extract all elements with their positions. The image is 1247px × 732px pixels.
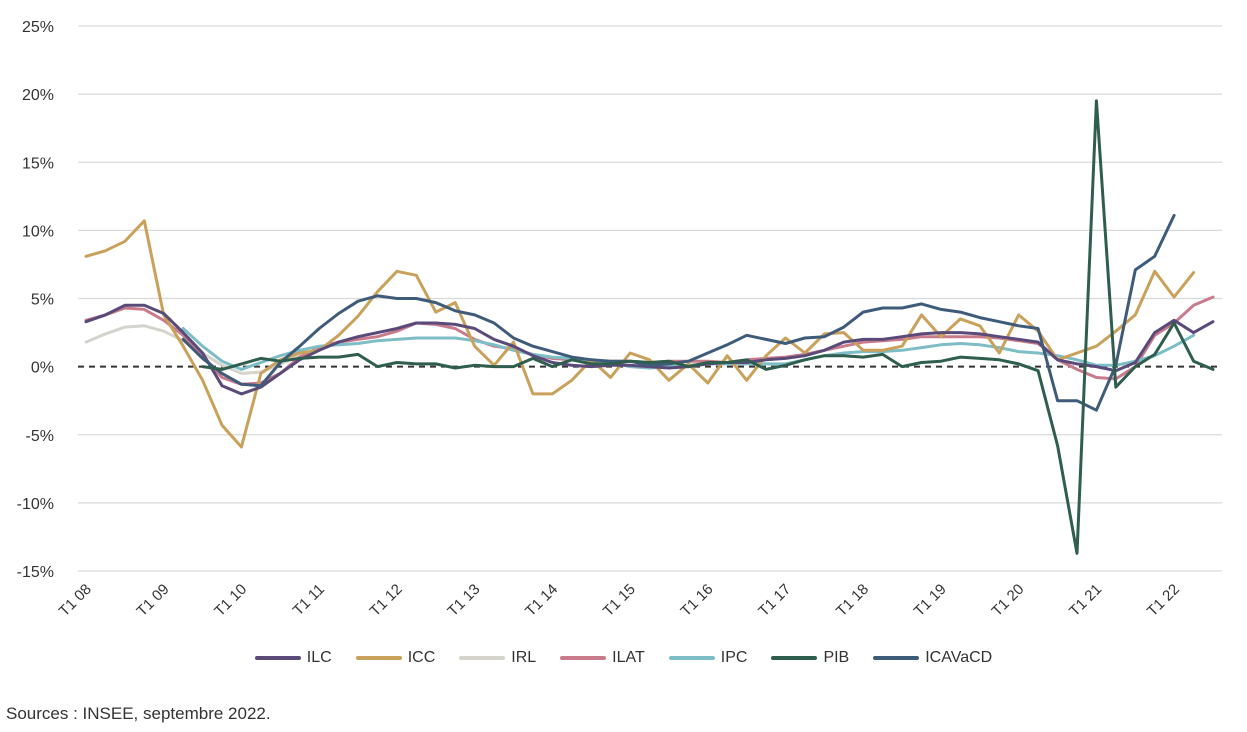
x-tick-label: T1 13 <box>444 581 483 620</box>
legend-label: ILAT <box>612 649 645 666</box>
legend-item-icc: ICC <box>355 649 436 667</box>
legend-label: ILC <box>306 649 332 666</box>
legend-label: ICC <box>407 649 436 666</box>
legend-label: PIB <box>823 649 850 666</box>
x-tick-label: T1 19 <box>911 581 950 620</box>
y-tick-label: 5% <box>31 292 54 309</box>
y-tick-label: -15% <box>17 564 54 581</box>
y-tick-label: 20% <box>22 87 54 104</box>
legend-label: IRL <box>511 649 537 666</box>
legend-swatch <box>873 656 920 660</box>
chart-gridlines <box>78 25 1222 572</box>
legend-item-icavacd: ICAVaCD <box>873 649 992 667</box>
legend-item-pib: PIB <box>771 649 849 667</box>
legend-item-ilat: ILAT <box>560 649 645 667</box>
x-tick-label: T1 20 <box>988 581 1027 620</box>
source-note: Sources : INSEE, septembre 2022. <box>6 704 271 723</box>
y-tick-label: 15% <box>22 155 54 172</box>
x-tick-label: T1 22 <box>1144 581 1183 620</box>
legend-item-ilc: ILC <box>254 649 332 667</box>
series-line-icavacd <box>181 213 1176 412</box>
y-tick-label: 0% <box>31 360 54 377</box>
legend-item-irl: IRL <box>459 649 536 667</box>
chart-legend: ILC ICC IRL ILAT IPC PIB ICAVaCD <box>0 649 1247 667</box>
legend-swatch <box>771 656 818 660</box>
y-axis-ticks: 25% 20% 15% 10% 5% 0% -5% -10% -15% <box>17 19 54 581</box>
x-tick-label: T1 12 <box>367 581 406 620</box>
x-tick-label: T1 16 <box>677 581 716 620</box>
x-tick-label: T1 08 <box>56 581 95 620</box>
y-tick-label: -10% <box>17 496 54 513</box>
x-tick-label: T1 21 <box>1066 581 1105 620</box>
legend-label: ICAVaCD <box>925 649 993 666</box>
legend-swatch <box>355 656 402 660</box>
legend-swatch <box>560 656 607 660</box>
y-tick-label: -5% <box>26 428 54 445</box>
x-tick-label: T1 11 <box>290 581 328 619</box>
legend-swatch <box>668 656 715 660</box>
x-tick-label: T1 17 <box>755 581 794 620</box>
x-tick-label: T1 15 <box>600 581 639 620</box>
legend-label: IPC <box>720 649 748 666</box>
legend-item-ipc: IPC <box>668 649 748 667</box>
x-tick-label: T1 09 <box>133 581 172 620</box>
line-chart: 25%20%15%10%5%0%-5%-10%-15% T1 08 T1 09 T1… <box>17 19 1222 620</box>
x-tick-label: T1 18 <box>833 581 872 620</box>
legend-swatch <box>459 656 506 660</box>
x-tick-label: T1 10 <box>211 581 250 620</box>
x-axis-ticks: T1 08 T1 09 T1 10 T1 11 T1 12 T1 13 T1 14 T1 15… <box>56 581 1183 620</box>
y-tick-label: 10% <box>22 223 54 240</box>
series-line-pib <box>201 99 1215 555</box>
legend-swatch <box>254 656 301 660</box>
y-tick-label: 25% <box>22 19 54 36</box>
series-lines <box>84 99 1215 555</box>
x-tick-label: T1 14 <box>522 581 561 620</box>
series-line-icc <box>84 219 1196 449</box>
